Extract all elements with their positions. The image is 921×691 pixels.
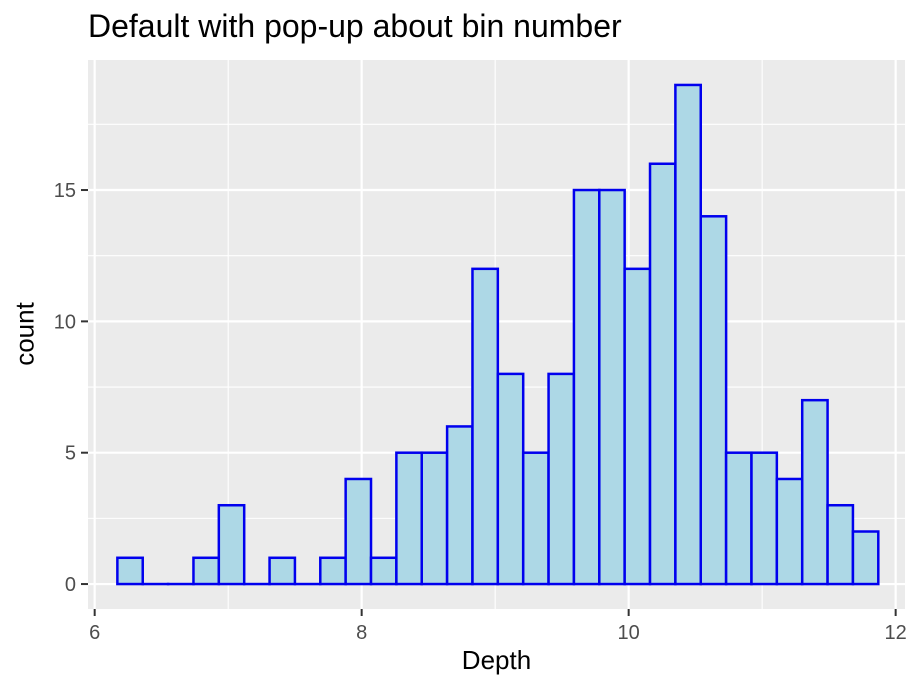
histogram-bar — [724, 451, 753, 586]
histogram-bar — [851, 530, 880, 586]
histogram-bar — [521, 451, 550, 586]
x-tick-label: 8 — [356, 622, 367, 644]
histogram-bar — [395, 451, 423, 586]
histogram-bar — [496, 372, 525, 586]
histogram-bar — [826, 503, 855, 586]
histogram-bar — [319, 556, 347, 586]
histogram-bar — [445, 425, 474, 586]
histogram-bar — [775, 477, 804, 586]
y-tick-label: 0 — [65, 574, 76, 596]
histogram-bar — [192, 556, 221, 586]
histogram-bar — [699, 215, 728, 586]
x-tick-label: 12 — [885, 622, 907, 644]
y-tick-label: 5 — [65, 443, 76, 465]
histogram-bar — [800, 398, 829, 586]
histogram-bar — [217, 503, 246, 586]
histogram-bar — [369, 556, 398, 586]
histogram-bar — [344, 477, 373, 586]
histogram-bar — [572, 188, 601, 586]
x-tick-label: 10 — [618, 622, 640, 644]
x-axis-title: Depth — [461, 645, 532, 675]
y-axis-title: count — [9, 302, 40, 366]
y-tick-label: 10 — [54, 311, 76, 333]
histogram-bar — [598, 188, 626, 586]
histogram-bar — [420, 451, 449, 586]
histogram-bar — [623, 267, 652, 586]
histogram-bar — [648, 162, 677, 586]
histogram-bar — [750, 451, 779, 586]
histogram-bar — [547, 372, 576, 586]
y-tick-label: 15 — [54, 180, 76, 202]
histogram-bar — [471, 267, 500, 586]
chart-title: Default with pop-up about bin number — [88, 8, 622, 44]
histogram-bar — [116, 556, 144, 586]
histogram-bar — [674, 83, 702, 586]
x-tick-label: 6 — [89, 622, 100, 644]
histogram-bar — [268, 556, 297, 586]
